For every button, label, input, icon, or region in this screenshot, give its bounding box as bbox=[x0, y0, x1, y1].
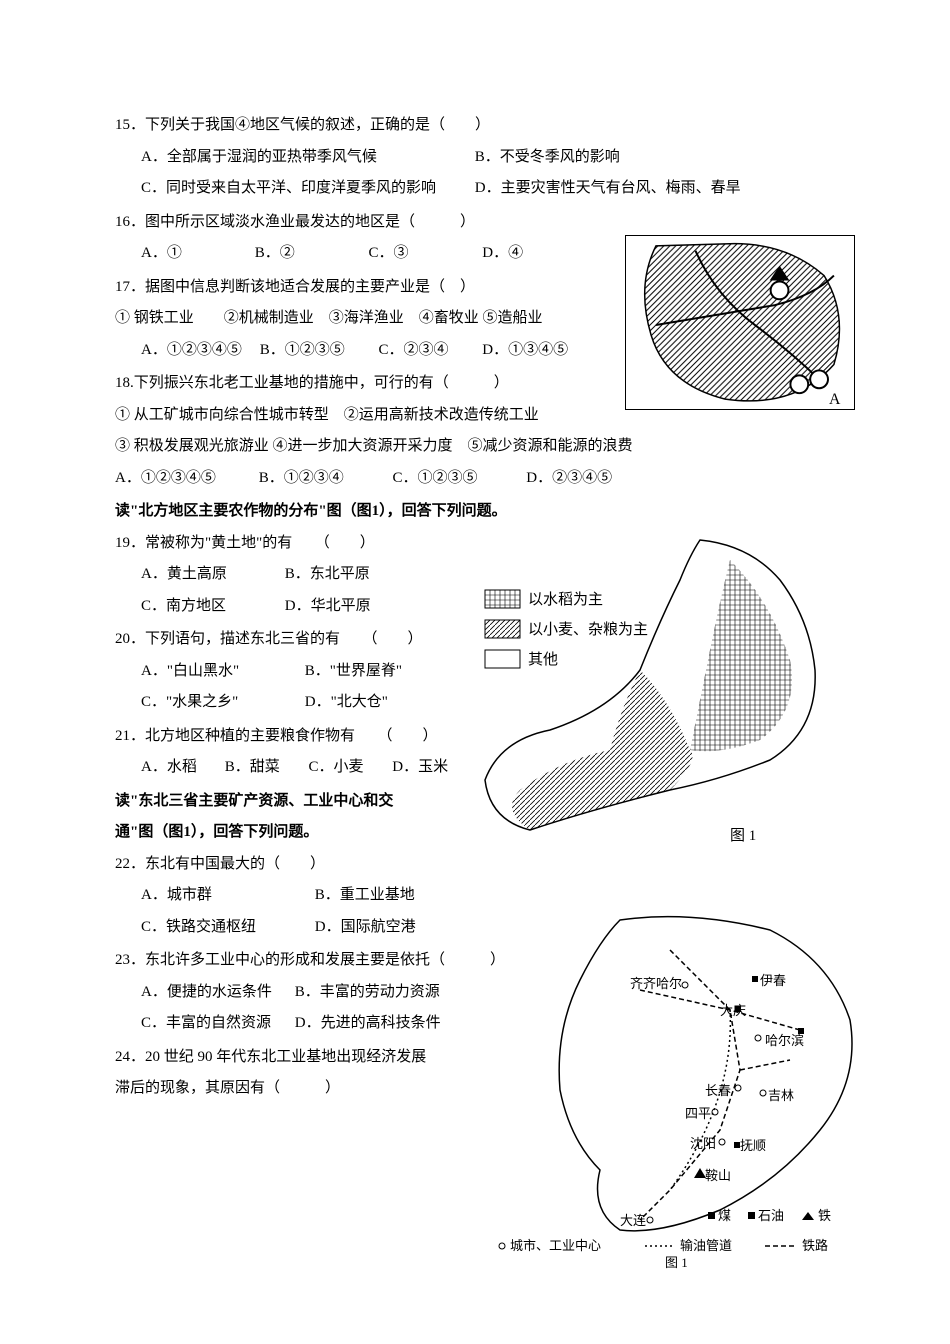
svg-text:A: A bbox=[829, 391, 841, 408]
q16-opt-b: B．② bbox=[255, 238, 365, 270]
q17-opt-d: D．①③④⑤ bbox=[482, 335, 568, 367]
q24-stem1: 24．20 世纪 90 年代东北工业基地出现经济发展 bbox=[115, 1042, 555, 1074]
fig2-caption: 图 1 bbox=[730, 827, 756, 844]
figure-region-map: A bbox=[625, 235, 855, 410]
q22-opt-d: D．国际航空港 bbox=[315, 912, 416, 944]
q23-opt-c: C．丰富的自然资源 bbox=[141, 1008, 291, 1040]
q18-opt-d: D．②③④⑤ bbox=[526, 463, 612, 495]
q20-opt-a: A．"白山黑水" bbox=[141, 656, 301, 688]
map-icon: A bbox=[626, 236, 854, 409]
svg-text:抚顺: 抚顺 bbox=[740, 1138, 766, 1153]
q16-opt-a: A．① bbox=[141, 238, 251, 270]
svg-text:鞍山: 鞍山 bbox=[705, 1168, 731, 1183]
svg-text:大连: 大连 bbox=[620, 1213, 646, 1228]
q19-opt-b: B．东北平原 bbox=[285, 559, 370, 591]
svg-text:沈阳: 沈阳 bbox=[690, 1136, 716, 1151]
svg-text:长春: 长春 bbox=[705, 1083, 731, 1098]
q16-opt-d: D．④ bbox=[482, 238, 523, 270]
q23-opt-b: B．丰富的劳动力资源 bbox=[295, 977, 440, 1009]
svg-text:齐齐哈尔: 齐齐哈尔 bbox=[630, 976, 682, 991]
question-23: 23．东北许多工业中心的形成和发展主要是依托（ ） A．便捷的水运条件 B．丰富… bbox=[115, 945, 555, 1040]
q21-opt-d: D．玉米 bbox=[392, 752, 448, 784]
q17-opt-c: C．②③④ bbox=[379, 335, 479, 367]
q22-opt-b: B．重工业基地 bbox=[315, 880, 415, 912]
legend-other: 其他 bbox=[528, 651, 558, 668]
q17-opt-a: A．①②③④⑤ bbox=[141, 335, 256, 367]
q22-opt-a: A．城市群 bbox=[141, 880, 311, 912]
q16-stem: 16．图中所示区域淡水渔业最发达的地区是（ ） bbox=[115, 207, 850, 239]
fig3-caption: 图 1 bbox=[665, 1255, 688, 1270]
svg-text:伊春: 伊春 bbox=[760, 973, 786, 988]
q15-options: A．全部属于湿润的亚热带季风气候 B．不受冬季风的影响 C．同时受来自太平洋、印… bbox=[115, 142, 850, 205]
q15-opt-c: C．同时受来自太平洋、印度洋夏季风的影响 bbox=[141, 173, 471, 205]
q23-stem: 23．东北许多工业中心的形成和发展主要是依托（ ） bbox=[115, 945, 555, 977]
q18-options: A．①②③④⑤ B．①②③④ C．①②③⑤ D．②③④⑤ bbox=[115, 463, 850, 495]
legend-wheat: 以小麦、杂粮为主 bbox=[528, 621, 648, 638]
svg-text:输油管道: 输油管道 bbox=[680, 1238, 732, 1253]
q22-opt-c: C．铁路交通枢纽 bbox=[141, 912, 311, 944]
svg-text:城市、工业中心: 城市、工业中心 bbox=[510, 1238, 601, 1253]
q15-opt-b: B．不受冬季风的影响 bbox=[475, 149, 620, 165]
q23-opt-d: D．先进的高科技条件 bbox=[295, 1008, 441, 1040]
q24-stem2: 滞后的现象，其原因有（ ） bbox=[115, 1073, 555, 1105]
svg-text:铁路: 铁路 bbox=[802, 1238, 828, 1253]
figure-crops-map: 以水稻为主 以小麦、杂粮为主 其他 图 1 bbox=[470, 530, 890, 890]
q20-opt-c: C．"水果之乡" bbox=[141, 687, 301, 719]
q15-opt-a: A．全部属于湿润的亚热带季风气候 bbox=[141, 142, 471, 174]
crops-map-icon: 以水稻为主 以小麦、杂粮为主 其他 图 1 bbox=[470, 530, 890, 890]
question-24: 24．20 世纪 90 年代东北工业基地出现经济发展 滞后的现象，其原因有（ ） bbox=[115, 1042, 555, 1105]
q21-opt-a: A．水稻 bbox=[141, 752, 221, 784]
q20-opt-d: D．"北大仓" bbox=[305, 687, 388, 719]
question-15: 15．下列关于我国④地区气候的叙述，正确的是（ ） A．全部属于湿润的亚热带季风… bbox=[115, 110, 850, 205]
svg-text:四平: 四平 bbox=[685, 1106, 711, 1121]
section-header-1: 读"北方地区主要农作物的分布"图（图1），回答下列问题。 bbox=[115, 496, 850, 528]
svg-text:哈尔滨: 哈尔滨 bbox=[765, 1033, 804, 1048]
svg-text:煤: 煤 bbox=[718, 1208, 731, 1223]
q18-list2: ③ 积极发展观光旅游业 ④进一步加大资源开采力度 ⑤减少资源和能源的浪费 bbox=[115, 431, 850, 463]
q23-options: A．便捷的水运条件 B．丰富的劳动力资源 C．丰富的自然资源 D．先进的高科技条… bbox=[115, 977, 555, 1040]
q18-opt-b: B．①②③④ bbox=[259, 463, 389, 495]
q21-opt-c: C．小麦 bbox=[309, 752, 389, 784]
svg-text:吉林: 吉林 bbox=[768, 1088, 794, 1103]
q19-opt-c: C．南方地区 bbox=[141, 591, 281, 623]
svg-text:大庆: 大庆 bbox=[720, 1003, 746, 1018]
figure-northeast-map: 齐齐哈尔 伊春 大庆 哈尔滨 长春 吉林 四平 沈阳 抚顺 鞍山 大连 煤 石油… bbox=[490, 900, 890, 1270]
q18-opt-c: C．①②③⑤ bbox=[393, 463, 523, 495]
q20-opt-b: B．"世界屋脊" bbox=[305, 656, 402, 688]
q17-opt-b: B．①②③⑤ bbox=[260, 335, 375, 367]
q21-opt-b: B．甜菜 bbox=[225, 752, 305, 784]
legend-rice: 以水稻为主 bbox=[528, 591, 603, 608]
svg-text:石油: 石油 bbox=[758, 1208, 784, 1223]
q19-opt-a: A．黄土高原 bbox=[141, 559, 281, 591]
q23-opt-a: A．便捷的水运条件 bbox=[141, 977, 291, 1009]
q15-opt-d: D．主要灾害性天气有台风、梅雨、春旱 bbox=[475, 180, 741, 196]
q15-stem: 15．下列关于我国④地区气候的叙述，正确的是（ ） bbox=[115, 110, 850, 142]
q18-opt-a: A．①②③④⑤ bbox=[115, 463, 255, 495]
northeast-map-icon: 齐齐哈尔 伊春 大庆 哈尔滨 长春 吉林 四平 沈阳 抚顺 鞍山 大连 煤 石油… bbox=[490, 900, 890, 1270]
svg-text:铁: 铁 bbox=[818, 1208, 831, 1223]
q19-opt-d: D．华北平原 bbox=[285, 591, 371, 623]
q16-opt-c: C．③ bbox=[369, 238, 479, 270]
